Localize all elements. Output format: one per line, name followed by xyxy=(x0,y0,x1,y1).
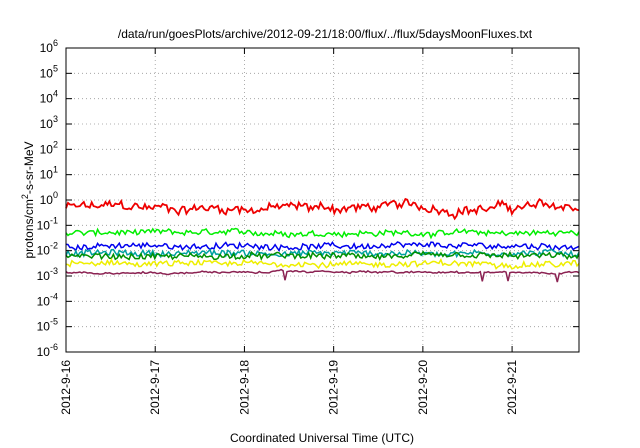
y-tick-label: 10-4 xyxy=(37,291,58,308)
y-tick-label: 10-5 xyxy=(37,317,58,334)
y-tick-label: 100 xyxy=(40,190,58,207)
chart-title: /data/run/goesPlots/archive/2012-09-21/1… xyxy=(118,27,533,41)
y-tick-label: 106 xyxy=(40,38,58,55)
series-line-5 xyxy=(65,250,580,262)
y-tick-label: 10-6 xyxy=(37,342,58,359)
y-tick-label: 102 xyxy=(40,139,58,156)
y-tick-label: 10-2 xyxy=(37,241,58,258)
series-line-4 xyxy=(65,248,580,259)
grid-lines xyxy=(66,48,579,352)
series-line-1 xyxy=(65,197,580,221)
series-line-7 xyxy=(65,268,580,283)
y-tick-label: 104 xyxy=(40,89,58,106)
y-tick-label: 101 xyxy=(40,165,58,182)
y-tick-label: 10-3 xyxy=(37,266,58,283)
x-tick-label: 2012-9-19 xyxy=(327,360,341,415)
series-line-3 xyxy=(65,241,580,253)
y-axis-label: protons/cm2-s-sr-MeV xyxy=(20,141,36,258)
x-axis-label: Coordinated Universal Time (UTC) xyxy=(230,431,414,445)
x-tick-label: 2012-9-18 xyxy=(237,360,251,415)
y-axis-ticks: 10-6 10-5 10-4 10-3 10-2 10-1 100 101 102 103 104 1… xyxy=(37,38,579,359)
y-tick-label: 10-1 xyxy=(37,215,58,232)
x-tick-label: 2012-9-21 xyxy=(505,360,519,415)
x-tick-label: 2012-9-20 xyxy=(416,360,430,415)
data-series xyxy=(65,197,580,283)
y-tick-label: 103 xyxy=(40,114,58,131)
x-tick-label: 2012-9-16 xyxy=(59,360,73,415)
y-tick-label: 105 xyxy=(40,63,58,80)
series-line-6 xyxy=(65,257,580,270)
x-tick-label: 2012-9-17 xyxy=(148,360,162,415)
x-axis-ticks: 2012-9-16 2012-9-17 2012-9-18 2012-9-19 2012… xyxy=(59,48,519,415)
series-line-2 xyxy=(65,227,580,240)
